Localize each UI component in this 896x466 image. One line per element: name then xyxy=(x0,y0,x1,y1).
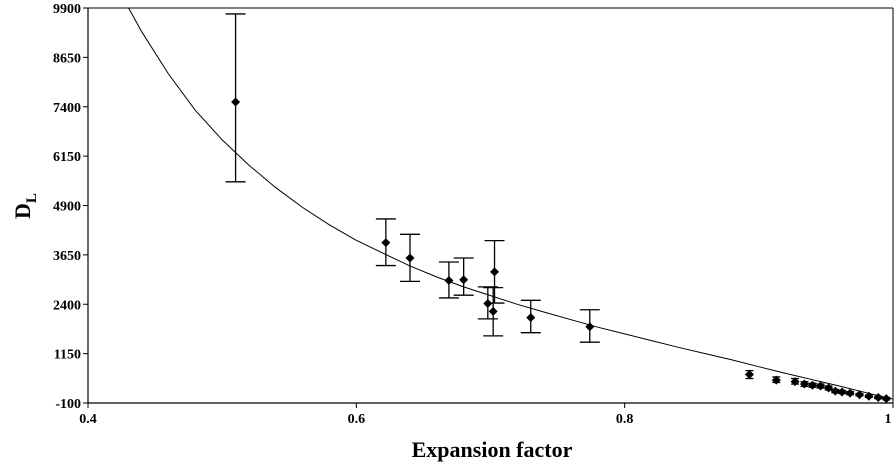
data-marker xyxy=(808,380,817,390)
data-point xyxy=(483,287,504,337)
data-point xyxy=(824,383,834,393)
y-tick-label: 9900 xyxy=(53,2,81,17)
data-marker xyxy=(231,97,241,107)
data-marker xyxy=(744,370,754,380)
data-point xyxy=(808,380,817,390)
data-point xyxy=(771,375,781,385)
data-marker xyxy=(381,238,391,248)
data-marker xyxy=(854,390,864,400)
y-axis-title: DL xyxy=(10,193,40,219)
data-marker xyxy=(459,275,469,285)
y-tick-label: 2400 xyxy=(53,298,81,313)
y-tick-label: 7400 xyxy=(53,101,81,116)
data-point xyxy=(484,240,505,304)
svg-text:DL: DL xyxy=(10,193,40,219)
data-point xyxy=(744,369,754,380)
x-tick-label: 0.6 xyxy=(348,412,366,427)
axes: -100 1150 2400 3650 4900 6150 7400 8650 9900 0.4 0… xyxy=(53,2,894,427)
y-tick-label: -100 xyxy=(55,397,81,412)
data-points-layer xyxy=(225,13,891,404)
data-point xyxy=(845,388,855,398)
y-axis-title-main: D xyxy=(10,203,35,219)
data-marker xyxy=(490,267,500,277)
data-marker xyxy=(824,383,834,393)
x-axis-title: Expansion factor xyxy=(412,437,573,462)
y-tick-label: 4900 xyxy=(53,200,81,215)
data-marker xyxy=(444,276,454,286)
x-tick-label: 0.4 xyxy=(79,412,97,427)
x-tick-label: 1 xyxy=(885,412,892,427)
data-point xyxy=(520,299,541,334)
data-marker xyxy=(526,313,536,323)
data-point xyxy=(790,377,800,387)
data-marker xyxy=(864,391,874,401)
data-point xyxy=(438,261,459,299)
fit-curve xyxy=(128,8,893,400)
data-point xyxy=(225,13,246,183)
data-marker xyxy=(405,253,415,263)
data-point xyxy=(854,390,864,400)
data-point xyxy=(799,379,809,389)
data-marker xyxy=(585,322,595,332)
data-marker xyxy=(845,388,855,398)
data-point xyxy=(837,387,847,397)
y-tick-label: 8650 xyxy=(53,51,81,66)
data-marker xyxy=(873,392,883,402)
data-marker xyxy=(816,381,826,391)
y-tick-label: 6150 xyxy=(53,150,81,165)
data-marker xyxy=(881,394,891,404)
y-tick-label: 1150 xyxy=(54,348,81,363)
data-marker xyxy=(790,377,800,387)
data-point xyxy=(830,386,840,396)
data-point xyxy=(864,391,874,401)
data-marker xyxy=(830,386,840,396)
data-point xyxy=(579,309,600,343)
data-point xyxy=(375,218,396,267)
y-axis-title-sub: L xyxy=(24,193,40,203)
data-marker xyxy=(771,375,781,385)
data-marker xyxy=(488,306,498,316)
data-marker xyxy=(837,387,847,397)
data-point xyxy=(400,233,420,282)
data-point xyxy=(881,394,891,404)
y-tick-label: 3650 xyxy=(53,249,81,264)
data-point xyxy=(453,257,474,296)
data-point xyxy=(873,392,883,402)
data-point xyxy=(477,286,498,320)
fit-curve-layer xyxy=(128,8,893,400)
data-point xyxy=(816,381,826,391)
x-tick-label: 0.8 xyxy=(616,412,634,427)
data-marker xyxy=(799,379,809,389)
